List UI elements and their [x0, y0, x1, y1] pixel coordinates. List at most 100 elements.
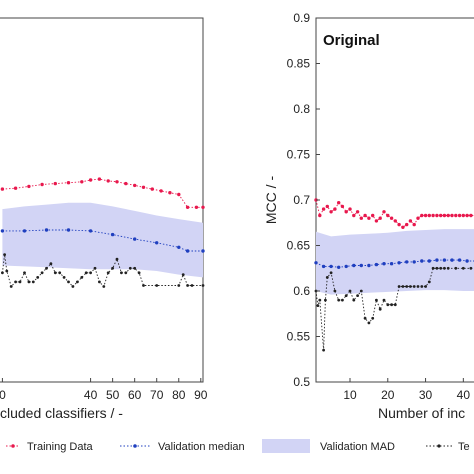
right-training-data-point [363, 213, 367, 218]
left-test-point [137, 271, 141, 275]
left-test-point [3, 253, 6, 256]
right-test-point [405, 285, 409, 288]
right-training-data-point [450, 213, 454, 218]
right-training-data-point [386, 213, 390, 218]
left-validation-median-point [185, 249, 190, 253]
right-training-data-point [454, 213, 458, 218]
right-ytick-label: 0.9 [293, 11, 310, 25]
right-training-data-point [465, 213, 469, 218]
left-test-point [1, 271, 4, 275]
left-validation-median-point [44, 228, 49, 232]
left-test-point [120, 271, 123, 275]
left-training-data-point [53, 181, 57, 186]
left-training-data-point [141, 185, 146, 189]
right-test-point [412, 285, 416, 288]
right-validation-median-point [352, 263, 356, 268]
left-training-data-point [177, 192, 181, 197]
right-test-point [431, 266, 435, 270]
right-validation-median-point [442, 258, 447, 262]
legend-training-marker [11, 444, 15, 448]
right-test-point [446, 266, 450, 270]
right-training-data-point [355, 210, 360, 214]
right-training-data-point [423, 213, 428, 218]
left-test-point [93, 266, 97, 270]
left-test-point [84, 271, 88, 275]
left-test-point [133, 266, 137, 270]
right-validation-median-line [315, 259, 474, 268]
right-validation-median-point [397, 261, 401, 265]
left-test-point [45, 266, 48, 270]
left-test-point [49, 262, 53, 266]
right-xtick-label: 40 [457, 388, 471, 402]
right-training-data-point [321, 207, 326, 211]
right-test-point [382, 298, 386, 302]
left-test-point [155, 284, 159, 287]
right-validation-median-point [435, 258, 439, 262]
right-validation-median-point [314, 261, 318, 265]
left-training-data-point [106, 179, 110, 183]
right-training-data-point [401, 225, 405, 229]
right-training-data-point [352, 213, 356, 218]
left-training-data-line [2, 178, 203, 208]
right-xtick-label: 30 [419, 388, 433, 402]
right-test-point [386, 303, 390, 307]
right-training-data-point [420, 213, 424, 218]
left-test-point [67, 280, 70, 284]
left-x-axis-label: cluded classifiers / - [0, 405, 123, 421]
left-xtick-group: 0 40 50 60 70 80 90 [0, 378, 208, 402]
right-ytick-label: 0.6 [293, 284, 310, 298]
right-validation-median-point [457, 258, 462, 262]
right-ytick-label: 0.5 [293, 375, 310, 389]
right-test-point [427, 280, 431, 284]
right-training-data-point [469, 213, 473, 218]
right-test-point [401, 285, 405, 288]
right-training-data-point [325, 204, 329, 209]
left-test-line [1, 254, 203, 288]
right-ytick-label: 0.8 [293, 102, 310, 116]
left-training-data-point [0, 187, 5, 191]
left-validation-median-point [110, 232, 115, 237]
left-test-point [53, 271, 57, 275]
right-training-data-point [359, 216, 363, 220]
left-test-point [177, 284, 181, 287]
left-test-point [27, 280, 31, 284]
right-training-data-point [382, 210, 386, 214]
right-test-point [454, 266, 458, 270]
right-training-data-point [371, 213, 375, 218]
left-training-data-point [150, 187, 154, 191]
right-test-point [318, 298, 322, 302]
left-validation-median-point [155, 241, 159, 245]
right-training-data-point [442, 213, 447, 218]
legend-mad-swatch [262, 439, 310, 453]
right-xtick-group: 10 20 30 40 [343, 378, 470, 402]
right-test-point [416, 285, 420, 288]
right-training-data-point [348, 207, 352, 211]
right-ytick-label: 0.65 [287, 239, 311, 253]
left-test-point [80, 276, 84, 279]
right-test-point [439, 266, 443, 270]
left-test-point [98, 280, 101, 284]
right-test-point [443, 266, 446, 270]
right-validation-median-point [427, 259, 431, 263]
left-test-point [36, 276, 40, 279]
right-training-data-point [397, 222, 401, 227]
right-plot-frame [315, 17, 474, 383]
right-test-point [348, 289, 352, 293]
right-validation-median-point [412, 260, 416, 264]
left-test-point [71, 285, 75, 288]
left-xtick-label: 70 [150, 388, 164, 402]
left-training-data-point [115, 180, 119, 184]
legend-test-marker [437, 444, 441, 448]
right-training-data-point [393, 219, 397, 223]
left-training-data-point [194, 205, 199, 209]
left-validation-median-point [22, 229, 27, 233]
left-plot-frame [0, 17, 204, 383]
left-xtick-label: 40 [84, 388, 98, 402]
right-training-data-point [457, 213, 462, 218]
right-training-data-point [367, 216, 371, 220]
left-xtick-label: 80 [172, 388, 186, 402]
left-test-point [14, 280, 17, 284]
left-lines-group [0, 177, 205, 288]
right-test-point [324, 298, 327, 302]
right-ytick-label: 0.75 [287, 148, 311, 162]
